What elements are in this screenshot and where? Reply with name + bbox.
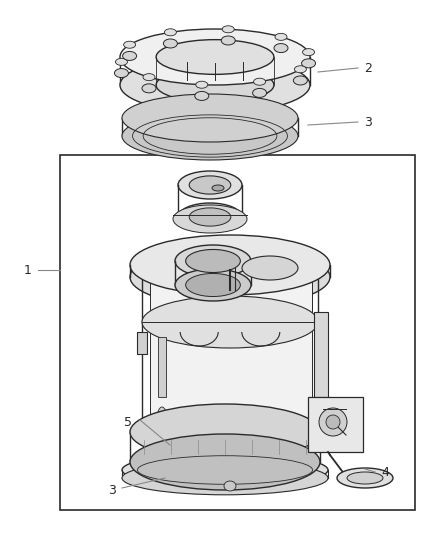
Ellipse shape: [186, 273, 240, 296]
Ellipse shape: [173, 205, 247, 233]
Ellipse shape: [122, 94, 298, 142]
Ellipse shape: [133, 97, 287, 139]
Ellipse shape: [130, 434, 320, 490]
Ellipse shape: [123, 51, 137, 60]
Ellipse shape: [130, 404, 320, 460]
Bar: [60, 155, 415, 510]
Ellipse shape: [157, 407, 167, 431]
Ellipse shape: [294, 66, 307, 73]
Ellipse shape: [122, 453, 328, 487]
Ellipse shape: [303, 49, 314, 55]
Ellipse shape: [212, 185, 224, 191]
Ellipse shape: [122, 112, 298, 160]
Ellipse shape: [178, 203, 242, 231]
Ellipse shape: [347, 472, 383, 484]
Ellipse shape: [293, 76, 307, 85]
Ellipse shape: [175, 245, 251, 277]
Ellipse shape: [164, 29, 177, 36]
Ellipse shape: [319, 408, 347, 436]
Bar: [308, 397, 363, 452]
Ellipse shape: [326, 415, 340, 429]
Text: 3: 3: [364, 116, 372, 128]
Ellipse shape: [195, 92, 209, 100]
Text: 1: 1: [24, 263, 32, 277]
Bar: [150, 282, 312, 438]
Text: 4: 4: [381, 465, 389, 479]
Ellipse shape: [189, 176, 231, 194]
Ellipse shape: [120, 29, 310, 85]
Ellipse shape: [274, 44, 288, 53]
Ellipse shape: [116, 58, 127, 66]
Bar: [137, 332, 147, 354]
Ellipse shape: [186, 249, 240, 272]
Ellipse shape: [189, 208, 231, 226]
Ellipse shape: [142, 84, 156, 93]
Ellipse shape: [175, 269, 251, 301]
Ellipse shape: [222, 26, 234, 33]
Ellipse shape: [120, 57, 310, 113]
Ellipse shape: [156, 39, 274, 75]
Ellipse shape: [253, 88, 267, 98]
Ellipse shape: [130, 235, 330, 295]
Text: 2: 2: [364, 61, 372, 75]
Ellipse shape: [122, 461, 328, 495]
Ellipse shape: [130, 247, 330, 307]
Ellipse shape: [143, 100, 277, 136]
Ellipse shape: [301, 59, 315, 68]
Ellipse shape: [124, 41, 136, 48]
Ellipse shape: [156, 68, 274, 102]
Ellipse shape: [242, 256, 298, 280]
Ellipse shape: [163, 39, 177, 48]
Ellipse shape: [196, 81, 208, 88]
Ellipse shape: [142, 296, 318, 348]
Ellipse shape: [254, 78, 265, 85]
Ellipse shape: [114, 69, 128, 78]
Ellipse shape: [275, 34, 287, 41]
Bar: [314, 312, 328, 397]
Ellipse shape: [221, 36, 235, 45]
Text: 3: 3: [108, 483, 116, 497]
Ellipse shape: [337, 468, 393, 488]
Text: 5: 5: [124, 416, 132, 429]
Ellipse shape: [224, 481, 236, 491]
Ellipse shape: [178, 171, 242, 199]
Ellipse shape: [143, 74, 155, 80]
Bar: [158, 337, 166, 397]
